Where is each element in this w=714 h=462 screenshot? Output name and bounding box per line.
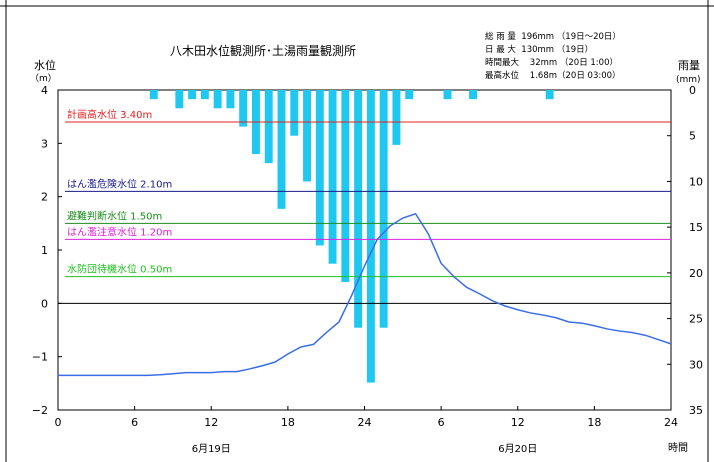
- rainfall-bar: [149, 90, 158, 100]
- rainfall-bars: [149, 90, 554, 383]
- y-right-tick-label: 5: [689, 130, 696, 143]
- rainfall-bar: [188, 90, 197, 100]
- rainfall-bar: [545, 90, 554, 100]
- y-left-tick-label: −2: [32, 404, 48, 417]
- y-left-unit: （m）: [30, 73, 57, 84]
- rainfall-bar: [328, 90, 337, 264]
- threshold-label: はん濫注意水位 1.20m: [67, 225, 172, 238]
- y-left-tick-label: 3: [41, 137, 48, 150]
- summary-daily-max: 日 最 大 130mm （19日）: [485, 44, 593, 55]
- x-tick-label: 6: [131, 416, 138, 429]
- x-tick-label: 24: [358, 416, 372, 429]
- y-right-title: 雨量: [678, 59, 700, 72]
- y-right-tick-label: 15: [689, 221, 703, 234]
- rainfall-bar: [264, 90, 273, 164]
- y-left-tick-label: 0: [41, 297, 48, 310]
- rainfall-bar: [277, 90, 286, 209]
- y-right-tick-label: 30: [689, 358, 703, 371]
- summary-block: 総 雨 量 196mm （19日〜20日） 日 最 大 130mm （19日） …: [485, 31, 621, 81]
- rainfall-bar: [354, 90, 363, 328]
- rainfall-bar: [175, 90, 184, 109]
- y-right-tick-label: 0: [689, 84, 696, 97]
- y-right-unit: (mm): [676, 75, 701, 85]
- x-tick-label: 18: [281, 416, 295, 429]
- date-labels: 6月19日 6月20日: [192, 443, 538, 455]
- rainfall-bar: [239, 90, 248, 127]
- y-right-tick-label: 35: [689, 404, 703, 417]
- plot-frame: [57, 89, 672, 411]
- x-tick-label: 12: [511, 416, 525, 429]
- water-level-line: [58, 212, 672, 377]
- y-left-title: 水位: [34, 58, 56, 72]
- rainfall-bar: [303, 90, 311, 182]
- x-ticks: 0 6 12 18 24 6 12 18 24: [55, 406, 678, 429]
- rainfall-bar: [443, 90, 452, 100]
- y-left-tick-label: 2: [41, 191, 48, 204]
- y-left-ticks: 4 3 2 1 0 −1 −2: [32, 84, 62, 417]
- x-axis-title: 時間: [668, 442, 688, 454]
- x-tick-label: 12: [204, 416, 218, 429]
- y-right-tick-label: 10: [689, 175, 703, 188]
- summary-max-level: 最高水位 1.68m（20日 03:00）: [485, 70, 621, 81]
- rainfall-bar: [366, 90, 375, 383]
- y-left-tick-label: −1: [32, 351, 48, 364]
- threshold-label: はん濫危険水位 2.10m: [67, 177, 172, 190]
- rainfall-bar: [226, 90, 235, 109]
- rainfall-bar: [200, 90, 209, 100]
- threshold-lines: 計画高水位 3.40m はん濫危険水位 2.10m 避難判断水位 1.50m はん濫注…: [65, 108, 671, 278]
- y-right-tick-label: 25: [689, 313, 703, 326]
- summary-hourly-max: 時間最大 32mm （20日 1:00）: [485, 57, 618, 68]
- threshold-label: 計画高水位 3.40m: [67, 108, 152, 121]
- rainfall-bar: [379, 90, 388, 328]
- rainfall-bar: [341, 90, 350, 282]
- date-label: 6月19日: [192, 443, 231, 455]
- x-tick-label: 0: [55, 416, 62, 429]
- summary-total: 総 雨 量 196mm （19日〜20日）: [485, 31, 621, 42]
- threshold-label: 水防団待機水位 0.50m: [67, 263, 172, 276]
- y-right-tick-label: 20: [689, 267, 703, 280]
- rainfall-bar: [392, 90, 401, 145]
- x-tick-label: 24: [664, 416, 678, 429]
- rainfall-bar: [290, 90, 299, 136]
- x-tick-label: 6: [438, 416, 445, 429]
- chart-title: 八木田水位観測所･土湯雨量観測所: [170, 43, 356, 58]
- threshold-label: 避難判断水位 1.50m: [67, 209, 162, 222]
- y-left-tick-label: 1: [41, 244, 48, 257]
- y-right-ticks: 0 5 10 15 20 25 30 35: [667, 84, 703, 417]
- x-tick-label: 18: [587, 416, 601, 429]
- y-left-tick-label: 4: [41, 84, 48, 97]
- rainfall-bar: [405, 90, 414, 100]
- rainfall-bar: [469, 90, 478, 100]
- date-label: 6月20日: [498, 443, 537, 455]
- rainfall-bar: [213, 90, 222, 109]
- rainfall-bar: [315, 90, 324, 246]
